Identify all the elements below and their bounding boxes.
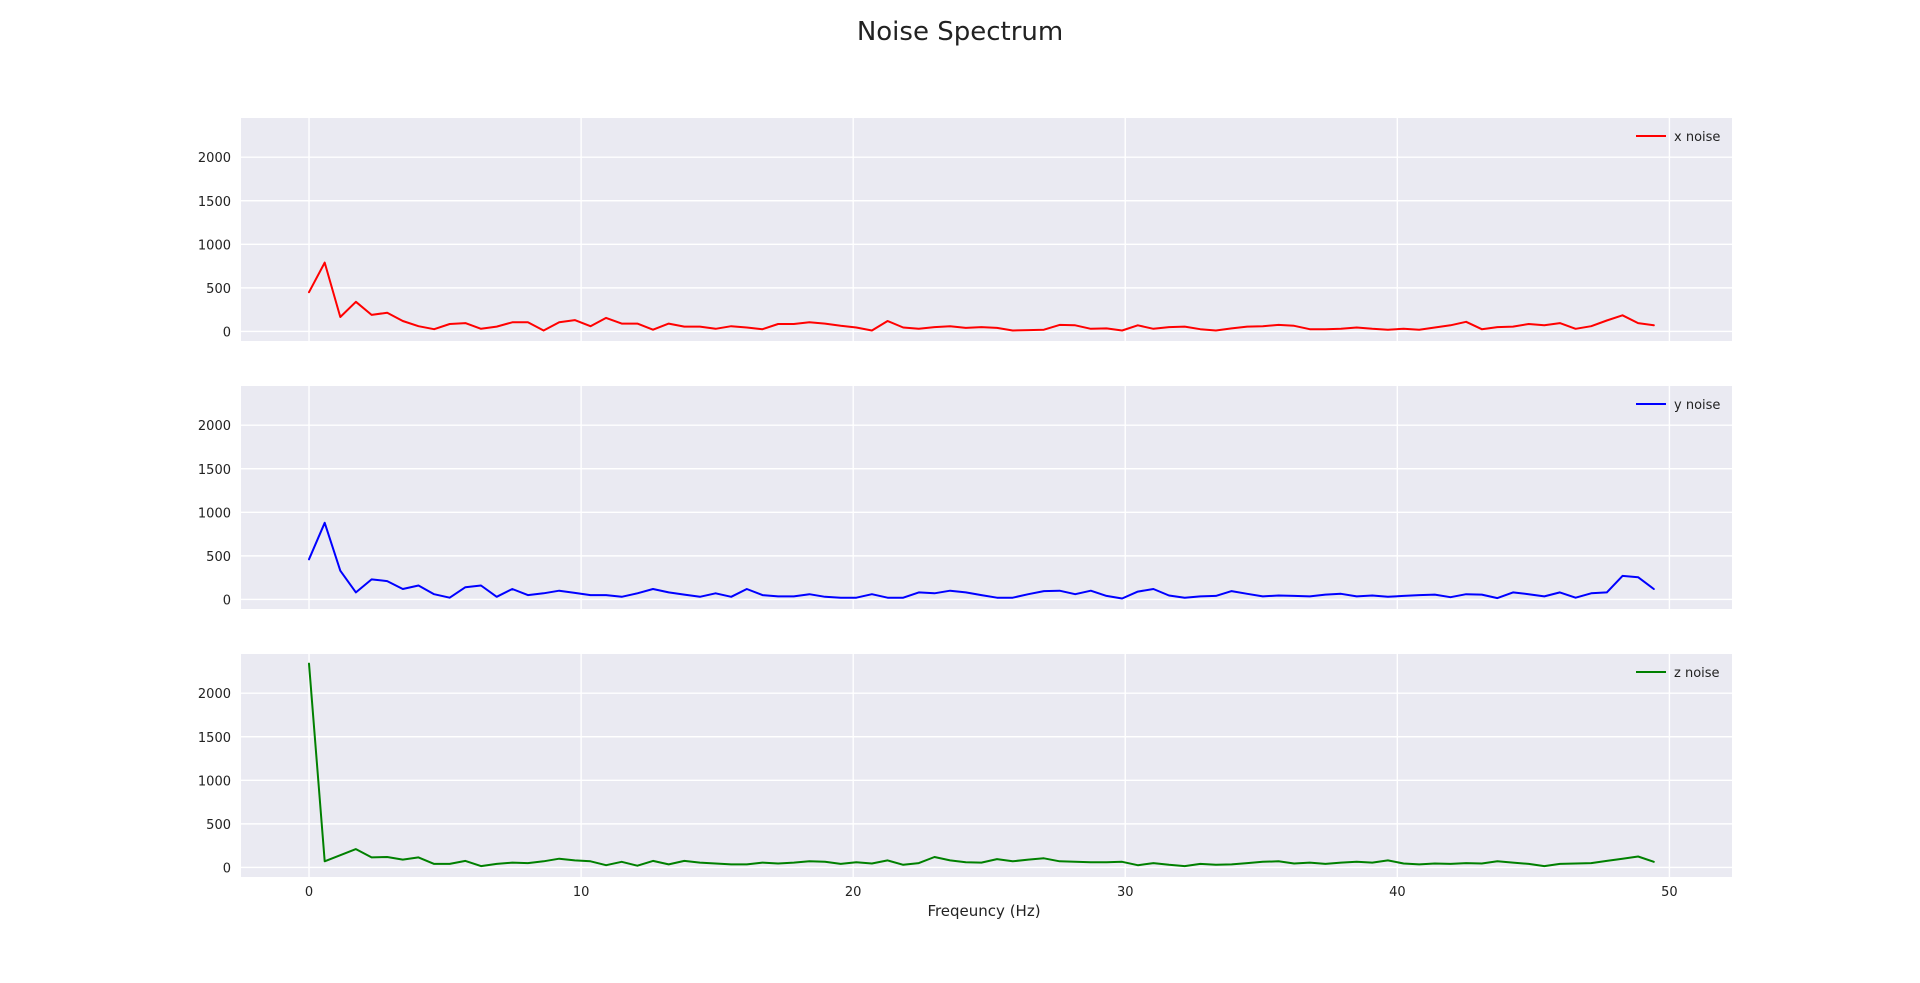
y-tick-label: 500	[206, 282, 231, 297]
x-tick-label: 30	[1117, 885, 1134, 900]
y-tick-label: 1500	[198, 463, 231, 478]
x-tick-label: 10	[573, 885, 590, 900]
y-tick-label: 0	[223, 325, 231, 340]
legend: z noise	[1636, 666, 1720, 681]
legend: y noise	[1636, 398, 1720, 413]
legend-label: y noise	[1674, 398, 1720, 413]
plot-area	[241, 118, 1732, 341]
plot-area	[241, 654, 1732, 877]
y-tick-label: 2000	[198, 419, 231, 434]
subplot-2: 0 500 1000 1500 2000 y noise	[198, 386, 1732, 609]
y-tick-label: 1000	[198, 238, 231, 253]
legend: x noise	[1636, 130, 1720, 145]
y-tick-label: 0	[223, 593, 231, 608]
x-tick-label: 50	[1661, 885, 1678, 900]
legend-label: z noise	[1674, 666, 1720, 681]
series-line-y-noise	[308, 521, 1655, 600]
y-tick-label: 2000	[198, 687, 231, 702]
subplot-1: 0 500 1000 1500 2000 x noise	[198, 118, 1732, 341]
subplot-3: 0 500 1000 1500 2000 0 10 20 30 40 50 z noise	[198, 654, 1732, 900]
y-tick-label: 500	[206, 550, 231, 565]
series-line-x-noise	[308, 261, 1655, 332]
y-tick-label: 1000	[198, 506, 231, 521]
y-tick-label: 2000	[198, 151, 231, 166]
chart-title: Noise Spectrum	[857, 17, 1063, 47]
y-tick-label: 1500	[198, 731, 231, 746]
legend-label: x noise	[1674, 130, 1720, 145]
x-tick-label: 20	[845, 885, 862, 900]
series-line-z-noise	[308, 662, 1655, 868]
y-tick-label: 1000	[198, 774, 231, 789]
y-tick-label: 500	[206, 818, 231, 833]
x-tick-label: 40	[1389, 885, 1406, 900]
x-axis-label: Freqeuncy (Hz)	[927, 902, 1040, 920]
y-tick-label: 1500	[198, 195, 231, 210]
plot-area	[241, 386, 1732, 609]
y-tick-label: 0	[223, 861, 231, 876]
x-tick-label: 0	[305, 885, 313, 900]
